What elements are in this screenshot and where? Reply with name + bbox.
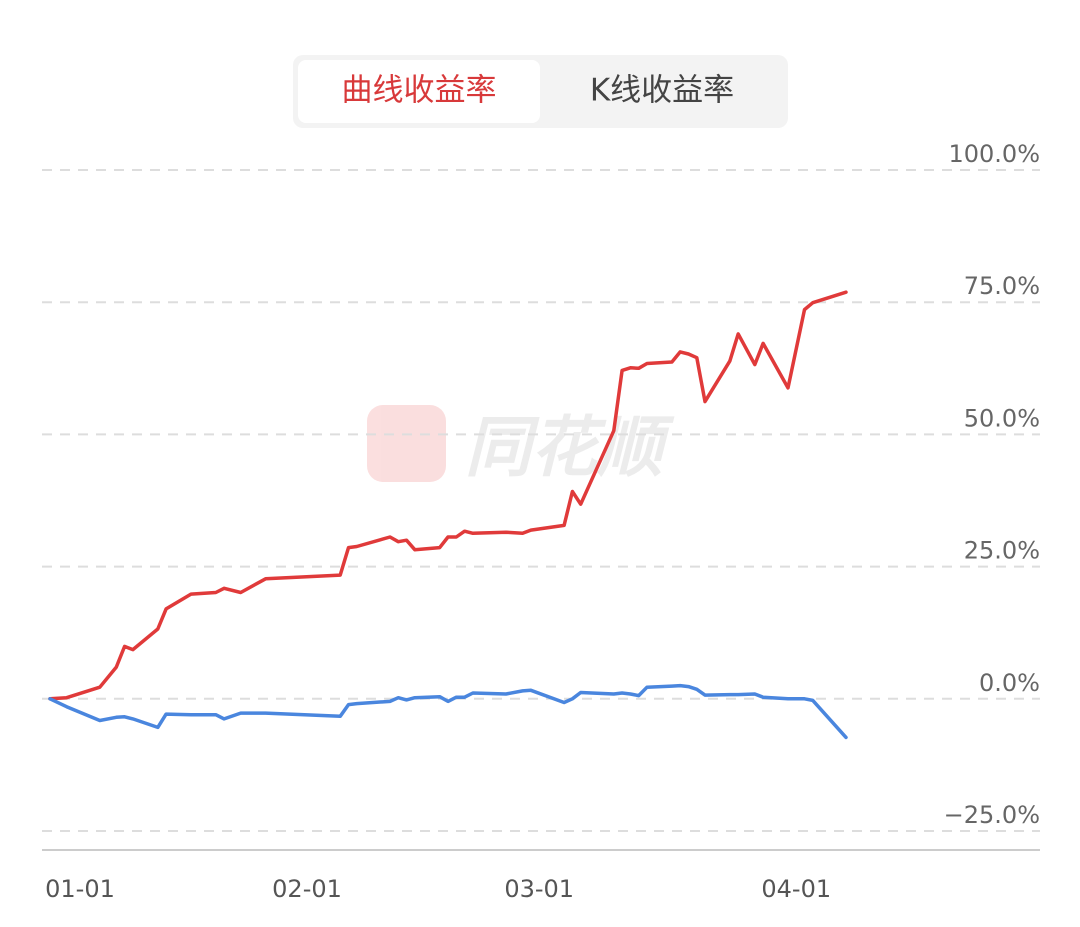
x-tick-label: 03-01 xyxy=(504,875,574,903)
tab[interactable]: 曲线收益率 xyxy=(342,73,497,109)
watermark-logo xyxy=(367,405,446,482)
y-tick-label: 100.0% xyxy=(948,140,1040,168)
y-tick-label: 75.0% xyxy=(964,272,1040,300)
y-tick-label: 50.0% xyxy=(964,404,1040,432)
x-tick-label: 04-01 xyxy=(761,875,831,903)
tab-active-bg[interactable] xyxy=(298,60,540,123)
series-line xyxy=(48,290,848,701)
y-tick-label: −25.0% xyxy=(944,801,1040,829)
x-tick-label: 02-01 xyxy=(272,875,342,903)
x-tick-label: 01-01 xyxy=(45,875,115,903)
watermark: 同花顺 xyxy=(367,405,675,486)
watermark-text: 同花顺 xyxy=(465,409,675,486)
tab[interactable]: K线收益率 xyxy=(590,73,734,109)
y-tick-label: 0.0% xyxy=(979,669,1040,697)
y-tick-label: 25.0% xyxy=(964,537,1040,565)
series-line xyxy=(48,683,848,740)
